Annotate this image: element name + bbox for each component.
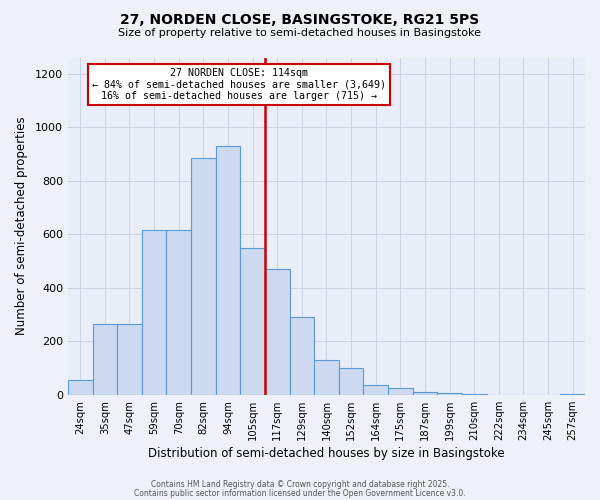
Text: 27 NORDEN CLOSE: 114sqm
← 84% of semi-detached houses are smaller (3,649)
16% of: 27 NORDEN CLOSE: 114sqm ← 84% of semi-de… <box>92 68 386 101</box>
Bar <box>166 230 191 395</box>
Text: Contains HM Land Registry data © Crown copyright and database right 2025.: Contains HM Land Registry data © Crown c… <box>151 480 449 489</box>
Bar <box>364 386 388 395</box>
Bar <box>68 380 92 395</box>
Bar <box>92 324 117 395</box>
Bar <box>117 324 142 395</box>
Bar <box>560 394 585 395</box>
Text: 27, NORDEN CLOSE, BASINGSTOKE, RG21 5PS: 27, NORDEN CLOSE, BASINGSTOKE, RG21 5PS <box>121 12 479 26</box>
Bar <box>462 394 487 395</box>
Y-axis label: Number of semi-detached properties: Number of semi-detached properties <box>15 117 28 336</box>
Bar <box>142 230 166 395</box>
Bar <box>388 388 413 395</box>
Bar <box>265 269 290 395</box>
Bar <box>413 392 437 395</box>
Bar <box>339 368 364 395</box>
Bar <box>314 360 339 395</box>
Bar <box>437 394 462 395</box>
Bar <box>240 248 265 395</box>
Bar <box>191 158 215 395</box>
X-axis label: Distribution of semi-detached houses by size in Basingstoke: Distribution of semi-detached houses by … <box>148 447 505 460</box>
Bar <box>290 317 314 395</box>
Text: Contains public sector information licensed under the Open Government Licence v3: Contains public sector information licen… <box>134 488 466 498</box>
Text: Size of property relative to semi-detached houses in Basingstoke: Size of property relative to semi-detach… <box>119 28 482 38</box>
Bar <box>215 146 240 395</box>
